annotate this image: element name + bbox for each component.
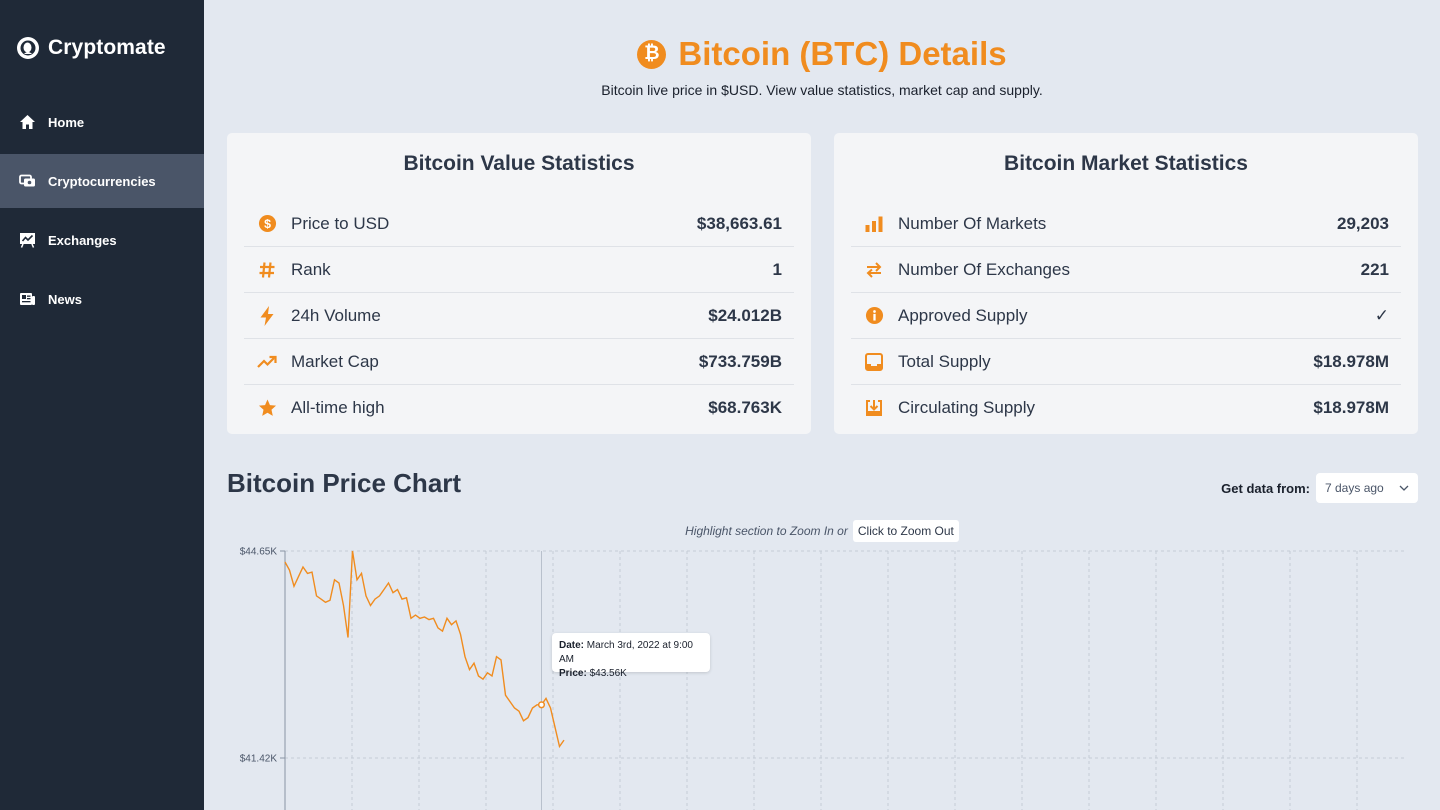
hovered-point [537, 701, 546, 709]
stat-label: Number Of Exchanges [898, 259, 1070, 279]
stat-value: 221 [1360, 259, 1389, 279]
svg-text:$: $ [264, 217, 271, 231]
chevron-down-icon [1399, 485, 1409, 491]
tooltip-date-row: Date: March 3rd, 2022 at 9:00 AM [559, 639, 710, 667]
info-icon [864, 306, 884, 326]
stat-row-volume: 24h Volume $24.012B [244, 293, 794, 339]
stat-value: $18.978M [1313, 351, 1389, 371]
sidebar-item-label: Cryptocurrencies [48, 173, 156, 189]
bar-chart-icon [864, 214, 884, 234]
stat-label: Circulating Supply [898, 398, 1036, 417]
sidebar-item-label: Exchanges [48, 232, 117, 248]
tooltip-price-value: $43.56K [589, 668, 627, 679]
stat-value: $18.978M [1313, 398, 1389, 417]
page-subtitle: Bitcoin live price in $USD. View value s… [601, 82, 1043, 98]
stat-label: Total Supply [898, 351, 991, 371]
stat-row-exchanges: Number Of Exchanges 221 [851, 247, 1401, 293]
stat-row-market-cap: Market Cap $733.759B [244, 339, 794, 385]
stat-row-markets: Number Of Markets 29,203 [851, 201, 1401, 247]
tooltip-date-label: Date: [559, 640, 585, 651]
page-header: ₿ Bitcoin (BTC) Details Bitcoin live pri… [204, 34, 1440, 98]
stat-row-price: $ Price to USD $38,663.61 [244, 201, 794, 247]
market-statistics-card: Bitcoin Market Statistics Number Of Mark… [834, 133, 1418, 434]
approved-check-icon: ✓ [1374, 305, 1389, 325]
range-select-value: 7 days ago [1325, 481, 1384, 495]
stat-value: 29,203 [1337, 213, 1389, 233]
stat-label: Approved Supply [898, 305, 1028, 325]
chart-tooltip: Date: March 3rd, 2022 at 9:00 AM Price: … [552, 633, 710, 679]
app-name: Cryptomate [48, 36, 166, 59]
logo-icon [17, 37, 39, 59]
stat-value: $24.012B [708, 305, 782, 325]
card-title: Bitcoin Market Statistics [1004, 152, 1248, 175]
sidebar-item-home[interactable]: Home [0, 95, 204, 149]
main-content: ₿ Bitcoin (BTC) Details Bitcoin live pri… [204, 0, 1440, 810]
stat-label: Price to USD [291, 213, 390, 233]
chart-title: Bitcoin Price Chart [227, 468, 462, 498]
tooltip-price-label: Price: [559, 668, 587, 679]
sidebar-item-label: News [48, 291, 82, 307]
y-tick-label: $44.65K [240, 547, 278, 558]
bitcoin-icon: ₿ [637, 39, 667, 69]
stat-row-circulating-supply: Circulating Supply $18.978M [851, 385, 1401, 431]
zoom-hint-text: Highlight section to Zoom In or [685, 524, 848, 538]
app-logo[interactable]: Cryptomate [17, 34, 166, 62]
stat-row-rank: Rank 1 [244, 247, 794, 293]
newspaper-icon [18, 290, 36, 308]
chart-board-icon [18, 231, 36, 249]
zoom-hint: Highlight section to Zoom In or Click to… [204, 520, 1440, 542]
stat-row-total-supply: Total Supply $18.978M [851, 339, 1401, 385]
range-label: Get data from: [1221, 480, 1310, 496]
dollar-circle-icon: $ [257, 214, 277, 234]
time-range-select[interactable]: 7 days ago [1316, 473, 1418, 503]
hash-icon [257, 260, 277, 280]
lightning-icon [257, 305, 277, 326]
stat-label: All-time high [291, 398, 385, 417]
star-icon [257, 398, 277, 418]
inbox-icon [864, 352, 884, 372]
sidebar-nav: Home Cryptocurrencies Exchanges News [0, 95, 204, 331]
home-icon [18, 113, 36, 131]
page-title: Bitcoin (BTC) Details [678, 35, 1007, 72]
stat-value: $68.763K [708, 398, 782, 417]
stat-value: $38,663.61 [696, 213, 782, 233]
range-control: Get data from: 7 days ago [1221, 473, 1418, 503]
price-series-line [284, 550, 565, 749]
price-chart[interactable]: $44.65K $41.42K [204, 540, 1440, 810]
download-box-icon [864, 398, 884, 418]
y-tick-label: $41.42K [240, 754, 278, 765]
stat-label: Market Cap [291, 351, 379, 371]
zoom-out-button[interactable]: Click to Zoom Out [852, 520, 959, 542]
stat-row-approved-supply: Approved Supply ✓ [851, 293, 1401, 339]
swap-icon [864, 260, 884, 280]
tooltip-date-value: March 3rd, 2022 at 9:00 AM [559, 640, 693, 665]
sidebar-item-label: Home [48, 114, 85, 130]
sidebar-item-cryptocurrencies[interactable]: Cryptocurrencies [0, 154, 204, 208]
trend-up-icon [257, 352, 277, 372]
sidebar: Cryptomate Home Cryptocurrencies Exchang… [0, 0, 204, 810]
stat-value: 1 [772, 259, 782, 279]
stat-value: $733.759B [698, 351, 782, 371]
stat-row-all-time-high: All-time high $68.763K [244, 385, 794, 431]
tooltip-price-row: Price: $43.56K [559, 667, 710, 681]
coins-icon [18, 172, 36, 190]
card-title: Bitcoin Value Statistics [403, 152, 635, 175]
stat-label: Number Of Markets [898, 213, 1047, 233]
stat-label: 24h Volume [291, 305, 381, 325]
stat-label: Rank [291, 259, 331, 279]
sidebar-item-exchanges[interactable]: Exchanges [0, 213, 204, 267]
sidebar-item-news[interactable]: News [0, 272, 204, 326]
title-row: ₿ Bitcoin (BTC) Details [204, 34, 1440, 74]
value-statistics-card: Bitcoin Value Statistics $ Price to USD … [227, 133, 811, 434]
